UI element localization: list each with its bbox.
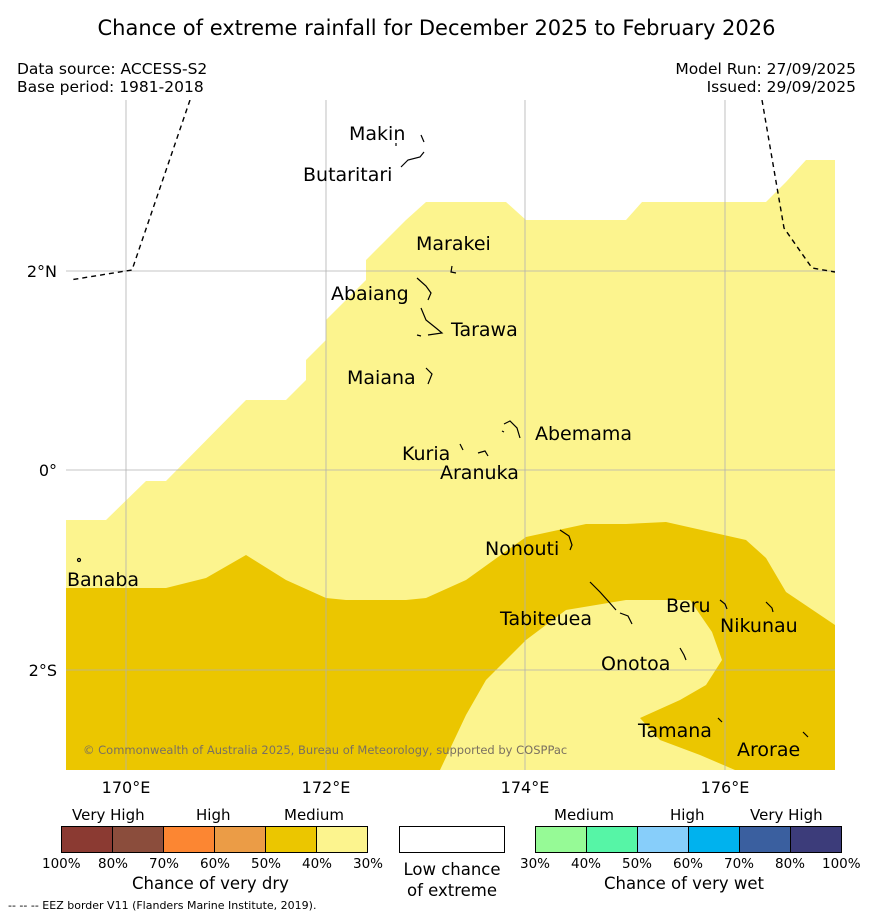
island-outlines [76,134,809,738]
lon-tick-176: 176°E [701,778,750,797]
wet-cat-very-high: Very High [750,806,823,824]
wet-swatch-medium-2 [587,827,638,852]
label-tarawa: Tarawa [450,319,518,341]
dry-tick-100: 100% [42,856,81,872]
map-title: Chance of extreme rainfall for December … [97,16,776,40]
data-info: Data source: ACCESS-S2 Base period: 1981… [17,60,207,96]
label-tamana: Tamana [637,720,712,742]
dry-tick-40: 40% [302,856,333,872]
low-chance-line1: Low chance [403,860,501,879]
dry-tick-80: 80% [98,856,129,872]
wet-tick-100: 100% [822,856,861,872]
lon-tick-170: 170°E [102,778,151,797]
dry-cat-medium: Medium [284,806,344,824]
wet-swatch-high-2 [689,827,740,852]
wet-tick-50: 50% [622,856,653,872]
dry-tick-30: 30% [353,856,384,872]
eez-footnote: -- -- -- EEZ border V11 (Flanders Marine… [8,899,317,912]
dry-swatch-high-1 [164,827,215,852]
lat-tick-0: 0° [39,461,57,480]
label-kuria: Kuria [402,443,450,465]
wet-tick-30: 30% [520,856,551,872]
lon-tick-172: 172°E [302,778,351,797]
lon-tick-174: 174°E [501,778,550,797]
label-marakei: Marakei [416,233,491,255]
label-nikunau: Nikunau [720,615,798,637]
label-beru: Beru [666,595,711,617]
label-abemama: Abemama [535,423,632,445]
dry-swatch-medium-2 [317,827,368,852]
dry-swatch-medium-1 [266,827,317,852]
wet-swatch-medium-1 [536,827,587,852]
wet-colorbar-label: Chance of very wet [604,874,764,893]
label-butaritari: Butaritari [303,164,392,186]
dry-cat-very-high: Very High [72,806,145,824]
label-tabiteuea: Tabiteuea [499,608,592,630]
wet-tick-80: 80% [775,856,806,872]
wet-cat-medium: Medium [554,806,614,824]
wet-tick-70: 70% [724,856,755,872]
wet-tick-60: 60% [673,856,704,872]
dry-cat-high: High [196,806,231,824]
wet-cat-high: High [670,806,705,824]
model-run: Model Run: 27/09/2025 [675,60,856,78]
dry-tick-70: 70% [149,856,180,872]
low-chance-line2: of extreme [406,881,498,900]
dry-swatch-very-high-1 [62,827,113,852]
dry-colorbar-label: Chance of very dry [132,874,289,893]
run-info: Model Run: 27/09/2025 Issued: 29/09/2025 [675,60,856,96]
label-abaiang: Abaiang [331,283,409,305]
lat-tick-2s: 2°S [29,661,57,680]
axis-ticks: 170°E 172°E 174°E 176°E 2°N 0° 2°S [27,262,749,797]
lat-tick-2n: 2°N [27,262,57,281]
label-maiana: Maiana [347,367,416,389]
medium-dry-dark-region [66,522,835,770]
copyright-notice: © Commonwealth of Australia 2025, Bureau… [83,743,567,757]
dry-tick-60: 60% [200,856,231,872]
wet-swatch-high-1 [638,827,689,852]
label-arorae: Arorae [737,739,800,761]
low-chance-swatch [399,826,505,853]
dry-swatch-high-2 [215,827,266,852]
wet-swatch-very-high-1 [740,827,791,852]
wet-swatch-very-high-2 [791,827,842,852]
label-onotoa: Onotoa [601,653,670,675]
wet-tick-40: 40% [571,856,602,872]
label-aranuka: Aranuka [440,462,519,484]
label-nonouti: Nonouti [485,538,559,560]
graticule [66,100,835,770]
dry-swatch-very-high-2 [113,827,164,852]
dry-tick-50: 50% [251,856,282,872]
label-banaba: Banaba [67,569,139,591]
label-makin: Makin [349,123,405,145]
data-source: Data source: ACCESS-S2 [17,60,208,78]
base-period: Base period: 1981-2018 [17,78,204,96]
low-chance-label: Low chance of extreme [399,859,505,901]
eez-border [69,100,835,281]
place-labels: Makin Butaritari Marakei Abaiang Tarawa … [67,123,800,761]
issued-date: Issued: 29/09/2025 [706,78,856,96]
